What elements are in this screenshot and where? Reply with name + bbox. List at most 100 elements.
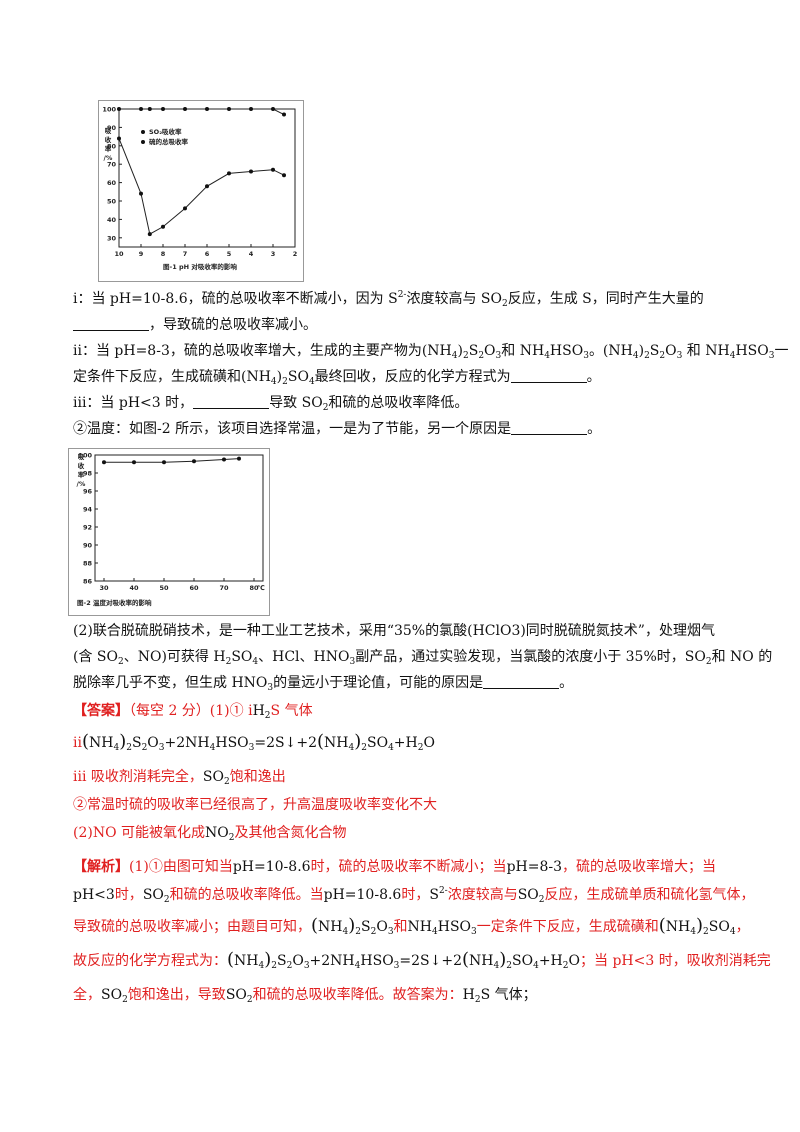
series-line-1 xyxy=(119,109,284,115)
answer-line-ii-equation: ii(NH4)2S2O3+2NH4HSO3=2S↓+2(NH4)2SO4+H2O xyxy=(73,732,753,754)
y-axis-label: 率 xyxy=(105,144,112,153)
figure-caption: 图-2 温度对吸收率的影响 xyxy=(77,598,152,607)
data-point-series-1 xyxy=(162,460,166,464)
x-tick-label: 5 xyxy=(227,250,232,258)
answer-line-1: 【答案】（每空 2 分）(1)① iH2S 气体 xyxy=(73,700,753,722)
data-point-series-1 xyxy=(132,460,136,464)
analysis-line-2: pH<3时，SO2和硫的总吸收率降低。当pH=10-8.6时，S2-浓度较高与S… xyxy=(73,884,753,906)
data-point-series-1 xyxy=(282,113,286,117)
x-tick-label: 10 xyxy=(114,250,124,258)
series-line-1 xyxy=(104,459,239,463)
data-point-series-2 xyxy=(148,232,152,236)
analysis-line-3: 导致硫的总吸收率减小；由题目可知，(NH4)2S2O3和NH4HSO3一定条件下… xyxy=(73,916,753,938)
question-2-line2: (含 SO2、NO)可获得 H2SO4、HCl、HNO3副产品，通过实验发现，当… xyxy=(73,646,753,668)
x-tick-label: 8 xyxy=(161,250,166,258)
series-line-2 xyxy=(119,138,284,234)
x-tick-label: 50 xyxy=(159,584,169,592)
legend-entry: SO₂吸收率 xyxy=(149,127,182,136)
y-tick-label: 50 xyxy=(107,198,117,206)
data-point-series-1 xyxy=(237,457,241,461)
data-point-series-1 xyxy=(192,459,196,463)
question-iii-line: iii：当 pH<3 时， 导致 SO2和硫的总吸收率降低。 xyxy=(73,392,753,414)
x-tick-label: 9 xyxy=(139,250,144,258)
data-point-series-1 xyxy=(102,460,106,464)
y-axis-label: 吸 xyxy=(105,127,112,135)
y-tick-label: 88 xyxy=(83,560,93,568)
y-tick-label: 40 xyxy=(107,216,117,224)
question-ii-line1: ii：当 pH=8-3，硫的总吸收率增大，生成的主要产物为(NH4)2S2O3和… xyxy=(73,340,753,362)
legend-entry: 硫的总吸收率 xyxy=(149,137,189,146)
data-point-series-1 xyxy=(148,107,152,111)
data-point-series-1 xyxy=(271,107,275,111)
data-point-series-1 xyxy=(205,107,209,111)
answer-line-2: (2)NO 可能被氧化成NO2及其他含氮化合物 xyxy=(73,822,753,844)
y-axis-label: 吸 xyxy=(78,453,85,461)
x-tick-label: 30 xyxy=(99,584,109,592)
figure-1-ph-chart: 10 9 8 7 6 5 4 3 2 30 40 50 60 70 80 90 100 吸收率/% SO₂吸收率 硫的… xyxy=(98,100,304,282)
plot-frame xyxy=(95,455,263,581)
question-i-line2: ，导致硫的总吸收率减小。 xyxy=(73,314,753,336)
data-point-series-1 xyxy=(139,107,143,111)
question-temperature-line: ②温度：如图-2 所示，该项目选择常温，一是为了节能，另一个原因是。 xyxy=(73,418,753,440)
y-tick-label: 86 xyxy=(83,578,93,586)
y-tick-label: 90 xyxy=(83,542,93,550)
y-axis-label: /% xyxy=(104,154,113,162)
analysis-line-5: 全，SO2饱和逸出，导致SO2和硫的总吸收率降低。故答案为：H2S 气体； xyxy=(73,984,753,1006)
data-point-series-2 xyxy=(271,168,275,172)
legend-marker xyxy=(141,140,145,144)
x-tick-label: 4 xyxy=(249,250,254,258)
data-point-series-2 xyxy=(205,184,209,188)
y-tick-label: 100 xyxy=(102,106,116,114)
y-axis-label: 收 xyxy=(78,461,85,470)
y-tick-label: 92 xyxy=(83,524,92,532)
analysis-line-4: 故反应的化学方程式为：(NH4)2S2O3+2NH4HSO3=2S↓+2(NH4… xyxy=(73,950,753,972)
data-point-series-2 xyxy=(183,206,187,210)
x-unit-label: ℃ xyxy=(257,584,265,592)
y-axis-label: 率 xyxy=(78,470,85,479)
data-point-series-1 xyxy=(161,107,165,111)
y-tick-label: 30 xyxy=(107,234,117,242)
y-tick-label: 96 xyxy=(83,488,93,496)
x-tick-label: 7 xyxy=(183,250,188,258)
y-axis-label: /% xyxy=(77,480,86,488)
question-i-line1: i：当 pH=10-8.6，硫的总吸收率不断减小，因为 S2-浓度较高与 SO2… xyxy=(73,288,753,310)
question-2-line1: (2)联合脱硫脱硝技术，是一种工业工艺技术，采用“35%的氯酸(HClO3)同时… xyxy=(73,620,753,642)
data-point-series-1 xyxy=(227,107,231,111)
answer-line-temperature: ②常温时硫的吸收率已经很高了，升高温度吸收率变化不大 xyxy=(73,794,753,816)
data-point-series-2 xyxy=(227,171,231,175)
x-tick-label: 3 xyxy=(271,250,276,258)
data-point-series-1 xyxy=(222,458,226,462)
answer-blank xyxy=(193,394,269,409)
data-point-series-1 xyxy=(117,107,121,111)
y-tick-label: 94 xyxy=(83,506,93,514)
data-point-series-1 xyxy=(183,107,187,111)
legend-marker xyxy=(141,130,145,134)
y-tick-label: 98 xyxy=(83,470,93,478)
answer-line-iii: iii 吸收剂消耗完全，SO2饱和逸出 xyxy=(73,766,753,788)
data-point-series-2 xyxy=(249,170,253,174)
x-tick-label: 70 xyxy=(219,584,229,592)
x-tick-label: 40 xyxy=(129,584,139,592)
y-axis-label: 收 xyxy=(105,135,112,144)
x-tick-label: 2 xyxy=(293,250,298,258)
figure-2-temperature-chart: 30 40 50 60 70 80 86 88 90 92 94 96 98 100 吸收率/% ℃ 图-2 温… xyxy=(68,448,270,616)
figure-caption: 图-1 pH 对吸收率的影响 xyxy=(163,262,237,271)
answer-blank xyxy=(511,368,587,383)
y-tick-label: 60 xyxy=(107,179,117,187)
answer-blank xyxy=(483,674,559,689)
answer-blank xyxy=(511,420,587,435)
analysis-line-1: 【解析】(1)①由图可知当pH=10-8.6时，硫的总吸收率不断减小；当pH=8… xyxy=(73,856,753,878)
question-ii-line2: 定条件下反应，生成硫磺和(NH4)2SO4最终回收，反应的化学方程式为。 xyxy=(73,366,753,388)
plot-frame xyxy=(119,109,295,247)
data-point-series-2 xyxy=(282,173,286,177)
data-point-series-1 xyxy=(249,107,253,111)
question-2-line3: 脱除率几乎不变，但生成 HNO3的量远小于理论值，可能的原因是。 xyxy=(73,672,753,694)
answer-blank xyxy=(73,316,149,331)
figure-1-svg: 10 9 8 7 6 5 4 3 2 30 40 50 60 70 80 90 100 吸收率/% SO₂吸收率硫的… xyxy=(99,101,303,281)
data-point-series-2 xyxy=(117,136,121,140)
data-point-series-2 xyxy=(139,192,143,196)
data-point-series-2 xyxy=(161,225,165,229)
x-tick-label: 60 xyxy=(189,584,199,592)
x-tick-label: 6 xyxy=(205,250,210,258)
